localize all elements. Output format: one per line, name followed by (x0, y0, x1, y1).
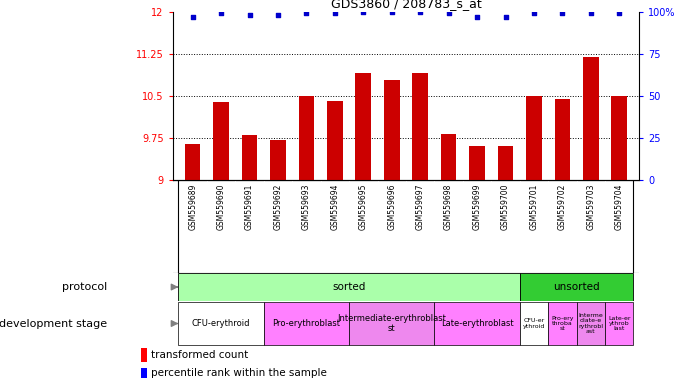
Bar (605, 302, 634, 345)
Bar (355, 73, 371, 180)
Bar (435, 302, 520, 345)
Bar (349, 302, 435, 345)
Bar (178, 302, 264, 345)
Point (614, 10, 625, 16)
Text: GSM559696: GSM559696 (387, 183, 396, 230)
Point (216, 10, 227, 16)
Bar (264, 302, 349, 345)
Point (557, 10, 568, 16)
Bar (327, 101, 343, 180)
Text: Late-erythroblast: Late-erythroblast (441, 319, 513, 328)
Bar (299, 96, 314, 180)
Bar (141, 348, 146, 362)
Text: Pro-erythroblast: Pro-erythroblast (272, 319, 341, 328)
Text: GSM559689: GSM559689 (188, 183, 197, 230)
Text: Intermediate-erythroblast
st: Intermediate-erythroblast st (337, 314, 446, 333)
Text: GSM559698: GSM559698 (444, 183, 453, 230)
Text: Late-er
ythrob
last: Late-er ythrob last (608, 316, 630, 331)
Text: GSM559703: GSM559703 (587, 183, 596, 230)
Bar (576, 302, 605, 345)
Bar (270, 140, 286, 180)
Text: unsorted: unsorted (553, 282, 600, 292)
Point (471, 13, 482, 20)
Text: Pro-ery
throba
st: Pro-ery throba st (551, 316, 574, 331)
Text: GSM559702: GSM559702 (558, 183, 567, 230)
Text: GSM559700: GSM559700 (501, 183, 510, 230)
Text: protocol: protocol (62, 282, 107, 292)
Point (358, 8, 369, 15)
Text: GSM559704: GSM559704 (615, 183, 624, 230)
Text: sorted: sorted (332, 282, 366, 292)
Bar (469, 146, 485, 180)
Bar (520, 302, 548, 345)
Bar (555, 99, 570, 180)
Point (500, 13, 511, 20)
Point (443, 10, 454, 16)
Bar (498, 146, 513, 180)
Bar (413, 73, 428, 180)
Point (244, 12, 255, 18)
Bar (178, 273, 520, 301)
Text: GSM559693: GSM559693 (302, 183, 311, 230)
Bar (141, 368, 146, 379)
Text: CFU-erythroid: CFU-erythroid (192, 319, 250, 328)
Text: development stage: development stage (0, 318, 107, 329)
Text: transformed count: transformed count (151, 350, 248, 360)
Bar (548, 302, 576, 345)
Point (415, 8, 426, 15)
Bar (583, 56, 598, 180)
Bar (612, 96, 627, 180)
Text: CFU-er
ythroid: CFU-er ythroid (523, 318, 545, 329)
Bar (520, 273, 634, 301)
Point (529, 10, 540, 16)
Text: GSM559694: GSM559694 (330, 183, 339, 230)
Point (272, 12, 283, 18)
Text: GSM559690: GSM559690 (216, 183, 225, 230)
Point (585, 10, 596, 16)
Point (187, 13, 198, 20)
Point (386, 8, 397, 15)
Text: GSM559692: GSM559692 (274, 183, 283, 230)
Title: GDS3860 / 208783_s_at: GDS3860 / 208783_s_at (330, 0, 482, 10)
Point (301, 10, 312, 16)
Bar (384, 80, 399, 180)
Bar (242, 136, 257, 180)
Text: GSM559697: GSM559697 (416, 183, 425, 230)
Text: Interme
diate-e
rythrobl
ast: Interme diate-e rythrobl ast (578, 313, 603, 334)
Bar (526, 96, 542, 180)
Bar (441, 134, 457, 180)
Bar (214, 102, 229, 180)
Text: percentile rank within the sample: percentile rank within the sample (151, 368, 327, 378)
Text: GSM559695: GSM559695 (359, 183, 368, 230)
Text: GSM559699: GSM559699 (473, 183, 482, 230)
Bar (184, 144, 200, 180)
Text: GSM559691: GSM559691 (245, 183, 254, 230)
Point (330, 10, 341, 16)
Text: GSM559701: GSM559701 (529, 183, 538, 230)
